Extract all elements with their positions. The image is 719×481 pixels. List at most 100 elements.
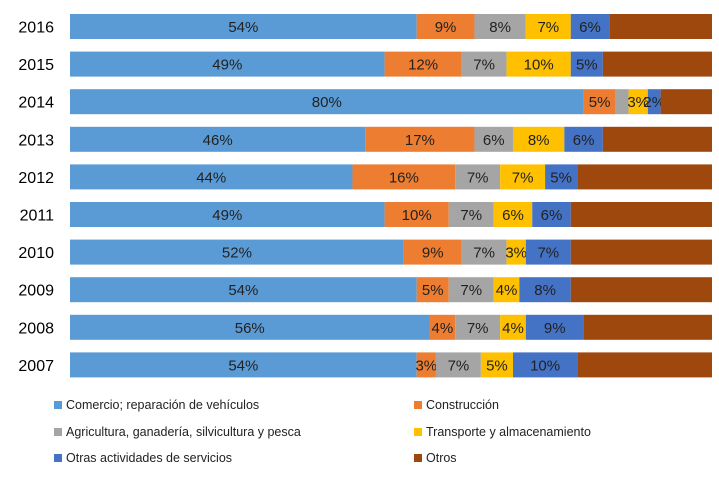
data-label: 7% xyxy=(537,19,559,36)
bar-segment xyxy=(352,164,456,190)
bar-segment xyxy=(455,164,501,190)
bar-segment xyxy=(70,164,353,190)
data-label: 7% xyxy=(467,320,489,337)
data-label: 80% xyxy=(312,94,342,111)
data-label: 44% xyxy=(196,169,226,186)
bar-segment xyxy=(493,202,533,227)
data-label: 8% xyxy=(534,282,556,299)
bar-segment xyxy=(532,202,571,227)
data-label: 7% xyxy=(460,207,482,224)
bar-segment xyxy=(583,314,712,340)
bar-segment xyxy=(461,239,507,265)
data-label: 8% xyxy=(489,19,511,36)
bar-segment xyxy=(570,202,712,227)
bar-segment xyxy=(480,352,513,378)
data-label: 7% xyxy=(460,282,482,299)
category-label: 2011 xyxy=(20,208,55,225)
category-label: 2009 xyxy=(18,283,54,300)
data-label: 4% xyxy=(432,320,454,337)
category-label: 2010 xyxy=(18,245,54,262)
data-label: 16% xyxy=(389,169,419,186)
data-label: 3% xyxy=(627,94,649,111)
data-label: 3% xyxy=(415,357,437,374)
data-label: 5% xyxy=(422,282,444,299)
bar-segment xyxy=(564,126,603,152)
bar-segment xyxy=(70,126,366,152)
category-label: 2008 xyxy=(18,320,54,337)
data-label: 10% xyxy=(524,57,554,74)
bar-segment xyxy=(70,314,430,340)
category-label: 2014 xyxy=(18,95,54,112)
data-label: 7% xyxy=(467,169,489,186)
bar-segment xyxy=(628,89,648,115)
data-label: 5% xyxy=(589,94,611,111)
data-label: 52% xyxy=(222,245,252,262)
legend-label: Transporte y almacenamiento xyxy=(426,425,591,439)
category-label: 2016 xyxy=(18,20,54,37)
data-label: 46% xyxy=(203,132,233,149)
data-label: 6% xyxy=(541,207,563,224)
bar-segment xyxy=(577,164,712,190)
bar-segment xyxy=(602,126,712,152)
category-label: 2007 xyxy=(18,358,54,375)
bar-segment xyxy=(416,352,436,378)
data-label: 9% xyxy=(544,320,566,337)
category-label: 2012 xyxy=(18,170,54,187)
data-label: 9% xyxy=(435,19,457,36)
bar-segment xyxy=(448,277,494,303)
bar-segment xyxy=(570,239,712,265)
bar-segment xyxy=(647,89,661,115)
bar-segment xyxy=(416,14,475,39)
bar-segment xyxy=(506,239,526,265)
bar-segment xyxy=(577,352,712,378)
data-label: 6% xyxy=(573,132,595,149)
data-label: 54% xyxy=(228,282,258,299)
data-label: 5% xyxy=(486,357,508,374)
bar-segment xyxy=(435,352,481,378)
legend-swatch xyxy=(414,401,422,409)
data-label: 6% xyxy=(502,207,524,224)
bar-segment xyxy=(70,202,385,227)
bar-segment xyxy=(70,89,584,115)
legend-swatch xyxy=(54,401,62,409)
data-label: 6% xyxy=(483,132,505,149)
bar-segment xyxy=(70,352,417,378)
bar-segment xyxy=(384,51,462,77)
legend-label: Agricultura, ganadería, silvicultura y p… xyxy=(66,425,301,439)
bar-segment xyxy=(609,14,712,39)
data-label: 6% xyxy=(579,19,601,36)
data-label: 10% xyxy=(530,357,560,374)
bar-segment xyxy=(512,352,578,378)
legend-swatch xyxy=(54,454,62,462)
bar-segment xyxy=(570,14,610,39)
bar-segment xyxy=(660,89,712,115)
bar-segment xyxy=(525,314,584,340)
bar-segment xyxy=(525,239,571,265)
bar-segment xyxy=(403,239,462,265)
bar-segment xyxy=(570,277,712,303)
data-label: 49% xyxy=(212,207,242,224)
data-label: 12% xyxy=(408,57,438,74)
bar-segment xyxy=(602,51,712,77)
data-label: 54% xyxy=(228,19,258,36)
bar-segment xyxy=(493,277,520,303)
data-label: 4% xyxy=(496,282,518,299)
bar-segment xyxy=(506,51,571,77)
bar-segment xyxy=(70,277,417,303)
data-label: 54% xyxy=(228,357,258,374)
bar-segment xyxy=(461,51,507,77)
data-label: 49% xyxy=(212,57,242,74)
bar-segment xyxy=(70,51,385,77)
bar-segment xyxy=(429,314,456,340)
bar-segment xyxy=(512,126,565,152)
data-label: 3% xyxy=(505,245,527,262)
data-label: 7% xyxy=(473,245,495,262)
data-label: 2% xyxy=(643,94,665,111)
bar-segment xyxy=(525,14,571,39)
bar-segment xyxy=(474,126,513,152)
data-label: 7% xyxy=(473,57,495,74)
bar-segment xyxy=(474,14,526,39)
data-label: 5% xyxy=(550,169,572,186)
